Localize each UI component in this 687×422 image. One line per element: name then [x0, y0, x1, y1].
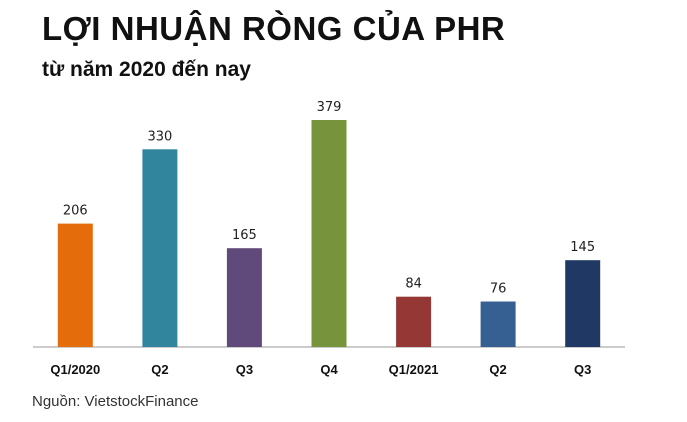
data-label: 330: [147, 129, 172, 144]
data-label: 206: [63, 204, 88, 219]
bar: [396, 296, 432, 347]
bar-chart: 206 Q1/2020 330 Q2 165 Q3 379 Q4 84 Q1/2021 76 Q2 14…: [33, 100, 625, 377]
data-label: 379: [317, 100, 342, 115]
data-label: 84: [405, 277, 422, 292]
source-note: Nguồn: VietstockFinance: [32, 393, 199, 410]
chart-title: LỢI NHUẬN RÒNG CỦA PHR: [42, 10, 506, 47]
bar: [57, 223, 93, 347]
data-label: 76: [490, 282, 507, 297]
x-tick-label: Q1/2020: [50, 362, 100, 377]
x-tick-label: Q2: [151, 362, 168, 377]
bar: [142, 149, 178, 347]
bar: [480, 301, 516, 347]
chart-subtitle: từ năm 2020 đến nay: [42, 58, 251, 81]
bar: [226, 248, 262, 347]
x-tick-label: Q3: [574, 362, 591, 377]
bar: [565, 260, 601, 347]
bar: [311, 120, 347, 347]
x-tick-label: Q3: [236, 362, 253, 377]
x-tick-label: Q1/2021: [389, 362, 439, 377]
x-tick-label: Q2: [489, 362, 506, 377]
data-label: 165: [232, 228, 257, 243]
data-label: 145: [570, 240, 595, 255]
x-tick-label: Q4: [320, 362, 338, 377]
